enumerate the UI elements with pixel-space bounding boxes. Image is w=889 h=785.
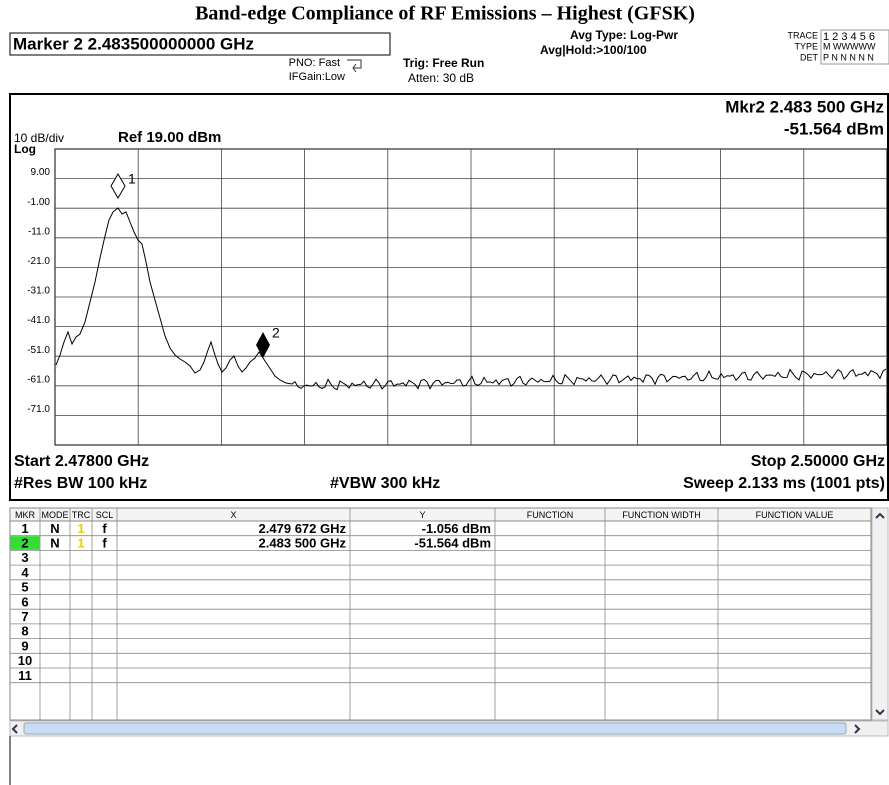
column-header: SCL (96, 510, 114, 520)
cell-mkr: 11 (18, 668, 32, 683)
cell-trc: 1 (77, 521, 84, 536)
scroll-left[interactable] (11, 724, 18, 734)
cell-mkr: 8 (21, 624, 28, 639)
sweep: Sweep 2.133 ms (1001 pts) (683, 475, 885, 492)
det-vals: P N N N N N (823, 52, 874, 62)
y-axis-label: -71.0 (27, 404, 50, 415)
column-header: Y (419, 510, 425, 520)
y-axis-label: 9.00 (31, 167, 51, 178)
y-axis-label: -51.0 (27, 345, 50, 356)
cell-mkr: 7 (21, 609, 28, 624)
rbw: #Res BW 100 kHz (14, 475, 147, 492)
table-header-bg (9, 507, 872, 522)
cell-mkr: 9 (21, 638, 28, 653)
cell-scl: f (102, 521, 107, 536)
column-header: FUNCTION (527, 510, 574, 520)
cell-mkr: 4 (21, 565, 29, 580)
y-axis-label: -1.00 (27, 197, 50, 208)
marker-table: MKR MODE TRC SCL X Y FUNCTION FUNCTION WIDTH FUN… (9, 507, 872, 721)
mkr-freq: Mkr2 2.483 500 GHz (725, 97, 884, 116)
avg-type: Avg Type: Log-Pwr (570, 28, 678, 42)
marker-2 (256, 332, 270, 358)
scroll-up[interactable] (875, 512, 885, 519)
cell-scl: f (102, 535, 107, 550)
y-axis-label: -11.0 (28, 226, 50, 237)
cell-mkr: 3 (21, 550, 28, 565)
y-axis-label: -21.0 (27, 256, 50, 267)
marker-box[interactable] (9, 32, 391, 56)
scroll-right[interactable] (854, 724, 861, 734)
h-scroll-thumb[interactable] (23, 722, 847, 735)
y-axis-label: -31.0 (27, 286, 50, 297)
y-axis-label: -41.0 (27, 315, 50, 326)
column-header: TRC (72, 510, 91, 520)
avg-hold: Avg|Hold:>100/100 (540, 43, 647, 57)
cell-mkr: 10 (18, 653, 32, 668)
trig: Trig: Free Run (403, 56, 484, 70)
cell-x: 2.483 500 GHz (259, 535, 347, 550)
cell-x: 2.479 672 GHz (259, 521, 347, 536)
type-vals: M WWWWW (823, 41, 876, 51)
scale: 10 dB/div (14, 131, 64, 145)
start-freq: Start 2.47800 GHz (14, 453, 149, 470)
column-header: FUNCTION WIDTH (622, 510, 701, 520)
det-label: DET (800, 52, 819, 62)
pno-icon (347, 59, 362, 73)
ifgain: IFGain:Low (289, 71, 345, 83)
cell-mode: N (50, 535, 59, 550)
column-header: MODE (42, 510, 69, 520)
cell-mkr: 1 (21, 521, 28, 536)
marker-1 (110, 173, 126, 199)
table-bg (9, 507, 872, 721)
log: Log (14, 142, 36, 156)
cell-y: -1.056 dBm (422, 521, 491, 536)
pno: PNO: Fast (289, 57, 340, 69)
cell-mkr: 6 (21, 594, 28, 609)
cell-trc: 1 (77, 535, 84, 550)
column-header: MKR (15, 510, 36, 520)
vbw: #VBW 300 kHz (330, 475, 440, 492)
trace-panel: TRACE TYPE DET 1 2 3 4 5 6 M WWWWW P N N… (787, 29, 889, 65)
scroll-down[interactable] (875, 709, 885, 716)
trace-label: TRACE (787, 30, 818, 40)
cell-y: -51.564 dBm (414, 535, 491, 550)
graticule: 9.00 -1.00 -11.0 -21.0 -31.0 -41.0 -51.0 -61.0 -… (27, 148, 888, 446)
cell-mkr: 5 (21, 580, 28, 595)
trace (55, 207, 887, 391)
marker-2-label: 2 (272, 325, 280, 341)
type-label: TYPE (794, 41, 818, 51)
trace-box (820, 29, 889, 65)
v-scrollbar[interactable] (871, 507, 889, 721)
column-header: FUNCTION VALUE (756, 510, 834, 520)
trace-nums: 1 2 3 4 5 6 (823, 31, 875, 43)
mkr-cell-active (10, 536, 40, 550)
cell-mkr: 2 (21, 535, 28, 550)
marker-readout: Marker 2 2.483500000000 GHz (13, 34, 254, 53)
column-header: X (230, 510, 236, 520)
title: Band-edge Compliance of RF Emissions – H… (195, 3, 695, 25)
cell-mode: N (50, 521, 59, 536)
stop-freq: Stop 2.50000 GHz (751, 453, 885, 470)
mkr-level: -51.564 dBm (784, 119, 884, 138)
y-axis-label: -61.0 (27, 374, 50, 385)
marker-1-label: 1 (128, 171, 136, 187)
atten: Atten: 30 dB (408, 71, 474, 85)
ref-level: Ref 19.00 dBm (118, 129, 221, 146)
